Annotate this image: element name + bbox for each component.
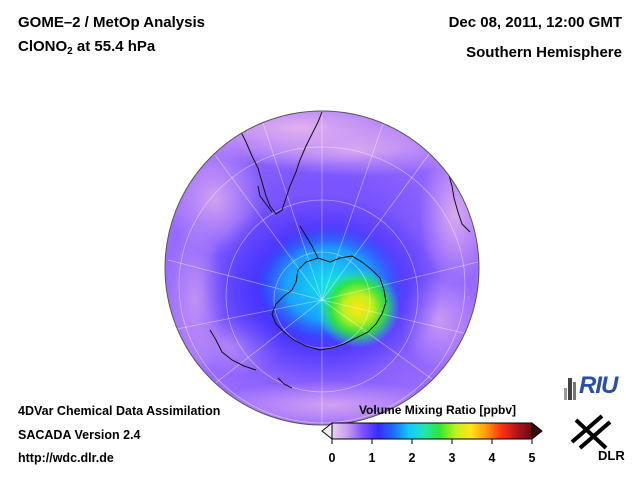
antarctica-coast	[271, 255, 387, 351]
colorbar-scale	[331, 422, 533, 440]
dlr-logo: DLR	[562, 410, 628, 470]
footer-version: SACADA Version 2.4	[18, 428, 141, 442]
colorbar-tick-label: 3	[448, 451, 456, 465]
colorbar-low-arrow	[321, 421, 333, 441]
colorbar-tick-label: 4	[488, 451, 496, 465]
colorbar-tick-label: 5	[528, 451, 536, 465]
colorbar-title: Volume Mixing Ratio [ppbv]	[358, 403, 517, 417]
species-suffix: at 55.4 hPa	[72, 38, 156, 55]
species-title: ClONO2 at 55.4 hPa	[18, 38, 156, 57]
footer-system: 4DVar Chemical Data Assimilation	[18, 404, 221, 418]
product-title: GOME–2 / MetOp Analysis	[18, 14, 205, 31]
south-america-coast	[223, 111, 323, 215]
dlr-logo-text: DLR	[598, 448, 625, 463]
dlr-emblem-icon	[570, 414, 612, 450]
riu-emblem-icon	[564, 378, 576, 400]
globe-outline	[164, 110, 480, 426]
colorbar-tick-label: 0	[328, 451, 336, 465]
riu-logo-text: RIU	[579, 372, 618, 399]
footer-url: http://wdc.dlr.de	[18, 451, 114, 465]
graticule	[167, 111, 479, 425]
region-label: Southern Hemisphere	[466, 44, 622, 61]
colorbar-tick-label: 2	[408, 451, 416, 465]
analysis-datetime: Dec 08, 2011, 12:00 GMT	[448, 14, 622, 31]
colorbar-high-arrow	[531, 421, 543, 441]
species-subscript: 2	[67, 46, 73, 57]
species-prefix: ClONO	[18, 38, 68, 55]
field-layer	[165, 111, 479, 425]
colorbar	[321, 421, 543, 444]
colorbar-tick-label: 1	[368, 451, 376, 465]
australia-coast	[209, 329, 257, 371]
riu-logo: RIU	[562, 372, 628, 402]
